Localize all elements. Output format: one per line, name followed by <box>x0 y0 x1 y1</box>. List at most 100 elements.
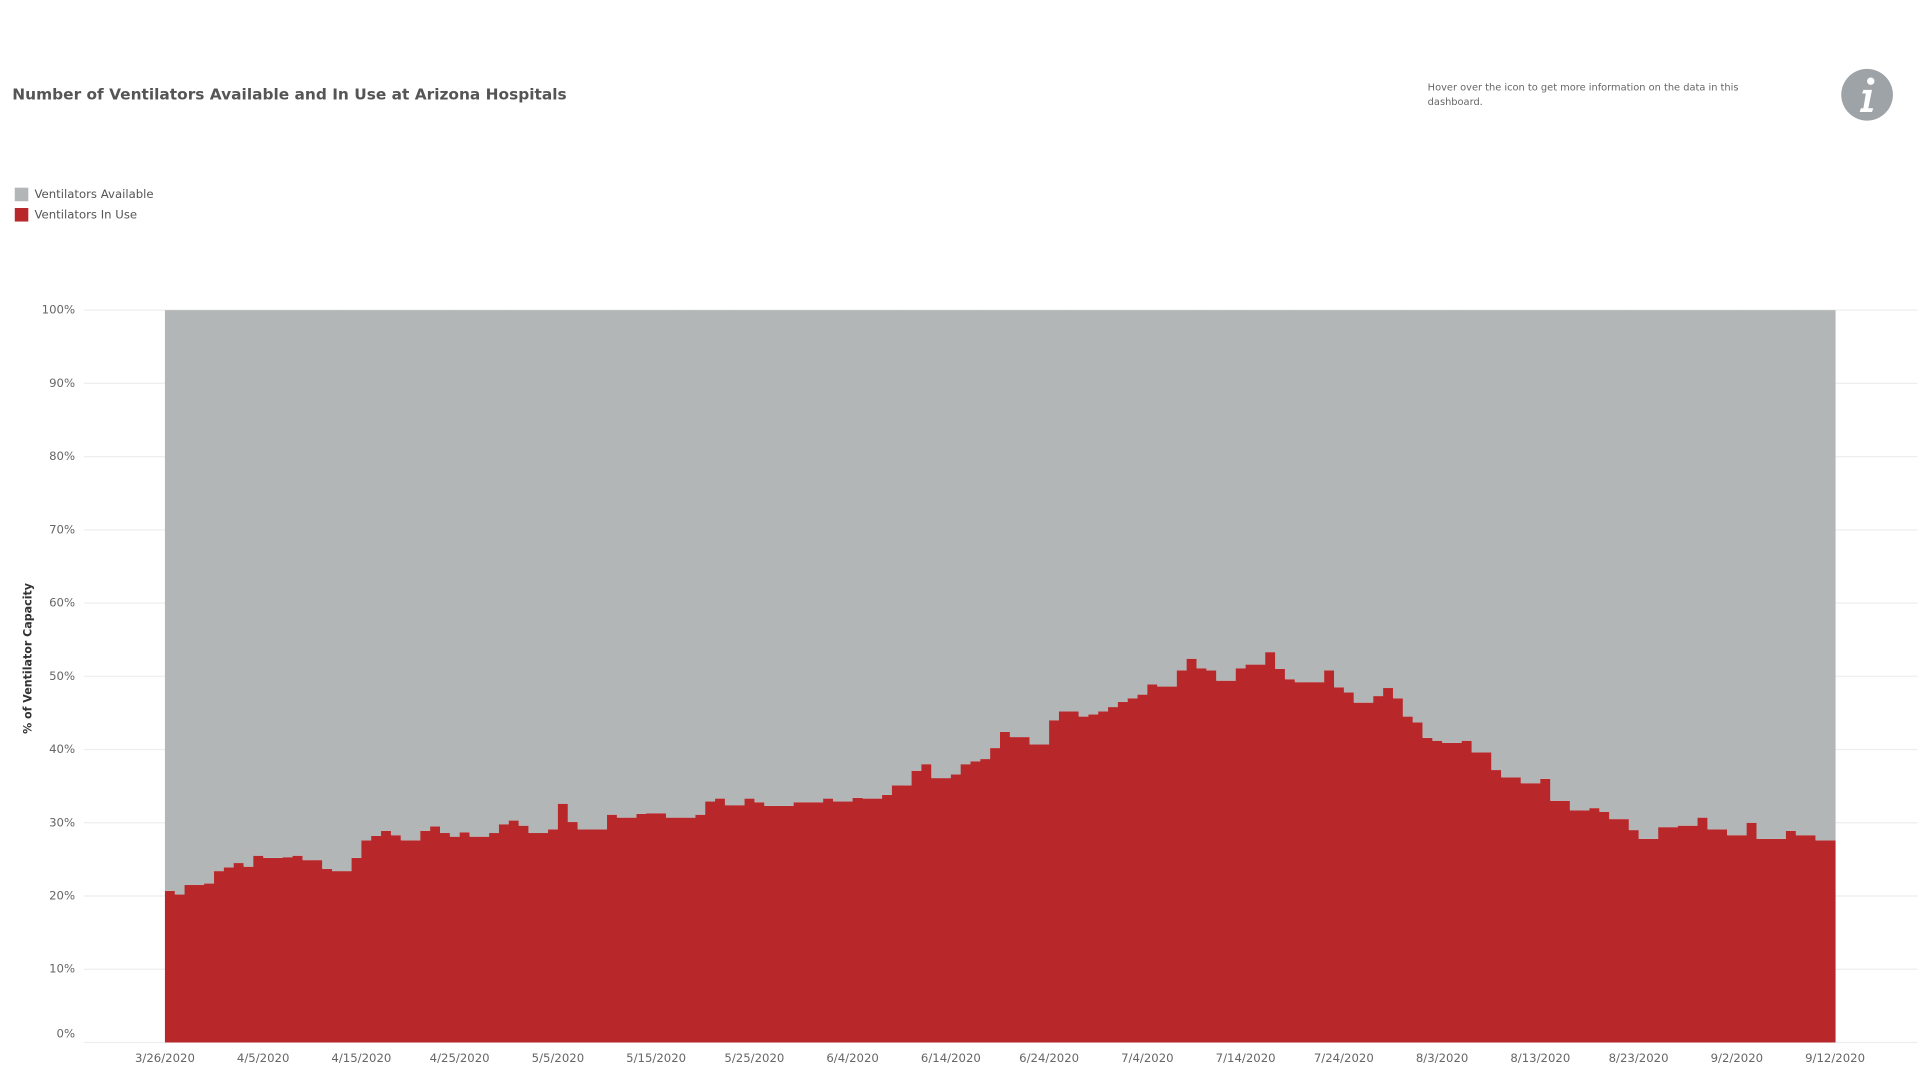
bar-segment <box>1009 737 1021 1043</box>
bar-segment <box>970 761 981 1043</box>
bar-segment <box>1137 694 1148 1043</box>
x-tick-label: 5/5/2020 <box>532 1051 585 1065</box>
bar-segment <box>1638 838 1649 1043</box>
bar-segment <box>577 829 588 1043</box>
bar-segment <box>764 310 775 806</box>
bar-segment <box>862 798 873 1043</box>
bar-segment <box>793 310 805 803</box>
bar-segment <box>1579 310 1590 811</box>
bar-segment <box>1825 840 1836 1043</box>
bar-segment <box>1324 310 1335 671</box>
bar-segment <box>557 803 569 1043</box>
x-tick-label: 8/3/2020 <box>1416 1051 1469 1065</box>
y-tick-label: 70% <box>49 522 75 536</box>
x-tick-label: 3/26/2020 <box>135 1051 195 1065</box>
bar-segment <box>1068 310 1080 712</box>
bar-segment <box>1343 692 1355 1043</box>
bar-segment <box>587 829 598 1043</box>
bar-segment <box>960 310 972 765</box>
bar-segment <box>361 840 372 1043</box>
bar-segment <box>459 832 470 1043</box>
bar-segment <box>823 310 834 799</box>
bar-segment <box>783 805 795 1043</box>
info-icon[interactable] <box>1841 68 1893 121</box>
bar-segment <box>1284 310 1296 680</box>
bar-segment <box>1766 838 1777 1043</box>
bar-segment <box>715 310 726 799</box>
bar-segment <box>263 310 274 858</box>
bar-segment <box>1589 310 1600 809</box>
bar-segment <box>1196 310 1207 669</box>
bar-segment <box>832 310 844 802</box>
bar-segment <box>1785 830 1797 1043</box>
bar-segment <box>1206 670 1217 1043</box>
x-tick-label: 5/25/2020 <box>724 1051 784 1065</box>
bar-segment <box>184 885 195 1043</box>
bar-segment <box>548 829 559 1043</box>
bar-segment <box>312 860 323 1043</box>
bar-segment <box>322 868 333 1043</box>
bar-segment <box>1707 829 1718 1043</box>
bar-segment <box>842 801 854 1043</box>
bar-segment <box>567 310 579 823</box>
bar-segment <box>980 310 991 760</box>
x-tick-label: 6/24/2020 <box>1019 1051 1079 1065</box>
bar-segment <box>626 310 637 818</box>
bar-segment <box>872 798 883 1043</box>
bar-segment <box>1687 310 1699 826</box>
bar-segment <box>744 310 755 799</box>
chart-title: Number of Ventilators Available and In U… <box>12 85 566 103</box>
bar-segment <box>1088 714 1099 1043</box>
bar-segment <box>656 813 667 1043</box>
bar-segment <box>1176 310 1188 671</box>
bar-segment <box>724 310 736 806</box>
y-tick-label: 20% <box>49 889 75 903</box>
bar-segment <box>1117 310 1129 702</box>
bar-segment <box>950 774 962 1043</box>
x-tick-label: 6/4/2020 <box>826 1051 879 1065</box>
bar-segment <box>1255 310 1266 665</box>
bar-segment <box>1501 777 1512 1043</box>
bar-segment <box>1294 310 1306 683</box>
x-tick-label: 4/15/2020 <box>331 1051 391 1065</box>
bar-segment <box>1501 310 1512 778</box>
bar-segment <box>990 748 1001 1043</box>
bar-segment <box>685 310 696 818</box>
bar-segment <box>597 829 608 1043</box>
bar-segment <box>1599 811 1610 1043</box>
bar-segment <box>754 310 765 803</box>
bar-segment <box>1727 835 1738 1043</box>
bar-segment <box>331 871 343 1043</box>
bar-segment <box>1039 744 1050 1043</box>
bar-segment <box>1098 310 1109 712</box>
bar-segment <box>1353 702 1364 1043</box>
bar-segment <box>1294 682 1306 1043</box>
bar-segment <box>1795 310 1807 836</box>
bar-segment <box>597 310 608 830</box>
bar-segment <box>1058 711 1070 1043</box>
bar-segment <box>646 310 657 814</box>
y-tick-label: 90% <box>49 376 75 390</box>
bar-segment <box>1569 310 1581 811</box>
bar-segment <box>479 836 490 1043</box>
bar-segment <box>1746 822 1757 1043</box>
bar-segment <box>1481 310 1492 753</box>
bar-segment <box>341 310 353 872</box>
x-tick-label: 7/24/2020 <box>1314 1051 1374 1065</box>
bar-segment <box>931 310 942 779</box>
bar-segment <box>1147 310 1158 685</box>
bar-segment <box>1402 310 1414 717</box>
bar-segment <box>1049 720 1060 1043</box>
y-tick-label: 40% <box>49 742 75 756</box>
bar-segment <box>921 764 932 1043</box>
bar-segment <box>1442 742 1453 1043</box>
bar-segment <box>1000 731 1011 1043</box>
bar-segment <box>1275 668 1286 1043</box>
bar-segment <box>803 802 814 1043</box>
bar-segment <box>1383 688 1394 1043</box>
bar-segment <box>508 820 520 1043</box>
bar-segment <box>1176 670 1188 1043</box>
bar-segment <box>1186 658 1197 1043</box>
bar-segment <box>469 310 480 837</box>
